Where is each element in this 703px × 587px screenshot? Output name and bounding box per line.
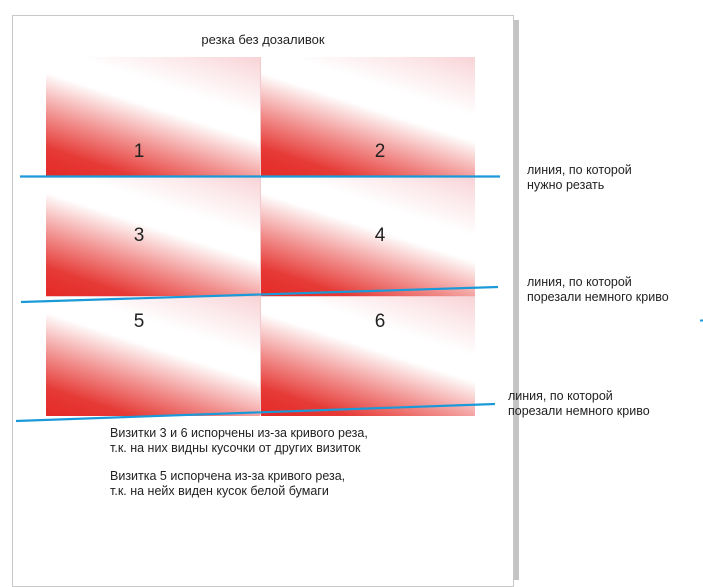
page-shadow (513, 20, 519, 580)
label-text: линия, по которой (527, 163, 632, 177)
note-text: т.к. на нейх виден кусок белой бумаги (110, 484, 329, 498)
card-number: 2 (374, 141, 386, 162)
business-card-4: 4 (261, 177, 475, 296)
label-text: порезали немного криво (527, 290, 669, 304)
card-number: 5 (133, 311, 145, 332)
crooked-cut-line-2 (15, 402, 496, 423)
card-number: 3 (133, 225, 145, 246)
card-number: 6 (374, 311, 386, 332)
label-crooked-line-2: линия, по которой порезали немного криво (508, 389, 650, 419)
label-crooked-line-1: линия, по которой порезали немного криво (527, 275, 669, 305)
note-text: Визитки 3 и 6 испорчены из-за кривого ре… (110, 426, 368, 440)
card-number: 4 (374, 225, 386, 246)
label-text: линия, по которой (527, 275, 632, 289)
diagram-title: резка без дозаливок (201, 32, 325, 47)
label-text: нужно резать (527, 178, 605, 192)
label-correct-line: линия, по которой нужно резать (527, 163, 632, 193)
card-number: 1 (133, 141, 145, 162)
business-card-1: 1 (46, 57, 260, 176)
label-text: линия, по которой (508, 389, 613, 403)
note-text: Визитка 5 испорчена из-за кривого реза, (110, 469, 346, 483)
label-text: порезали немного криво (508, 404, 650, 418)
business-card-sheet: 1 2 3 4 5 6 (46, 57, 475, 416)
business-card-3: 3 (46, 177, 260, 296)
note-cards-3-6: Визитки 3 и 6 испорчены из-за кривого ре… (110, 426, 368, 456)
business-card-6: 6 (261, 297, 475, 416)
business-card-2: 2 (261, 57, 475, 176)
business-card-5: 5 (46, 297, 260, 416)
note-card-5: Визитка 5 испорчена из-за кривого реза, … (110, 469, 345, 499)
crooked-cut-line-1 (20, 285, 499, 304)
note-text: т.к. на них видны кусочки от других визи… (110, 441, 361, 455)
